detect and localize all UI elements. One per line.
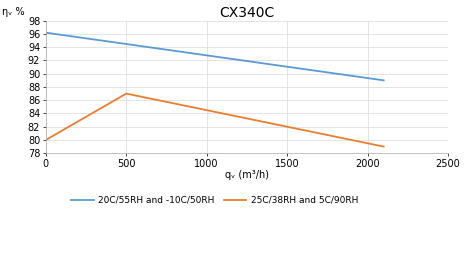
25C/38RH and 5C/90RH <box>43 138 48 141</box>
Y-axis label: ηᵥ %: ηᵥ % <box>2 7 25 17</box>
25C/38RH and 5C/90RH <box>123 92 129 95</box>
X-axis label: qᵥ (m³/h): qᵥ (m³/h) <box>225 170 269 180</box>
25C/38RH and 5C/90RH <box>381 145 386 148</box>
Title: CX340C: CX340C <box>219 6 274 20</box>
25C/38RH and 5C/90RH <box>365 142 370 145</box>
Line: 25C/38RH and 5C/90RH: 25C/38RH and 5C/90RH <box>46 94 384 147</box>
25C/38RH and 5C/90RH <box>284 125 290 128</box>
Legend: 20C/55RH and -10C/50RH, 25C/38RH and 5C/90RH: 20C/55RH and -10C/50RH, 25C/38RH and 5C/… <box>68 192 362 208</box>
25C/38RH and 5C/90RH <box>204 109 210 112</box>
